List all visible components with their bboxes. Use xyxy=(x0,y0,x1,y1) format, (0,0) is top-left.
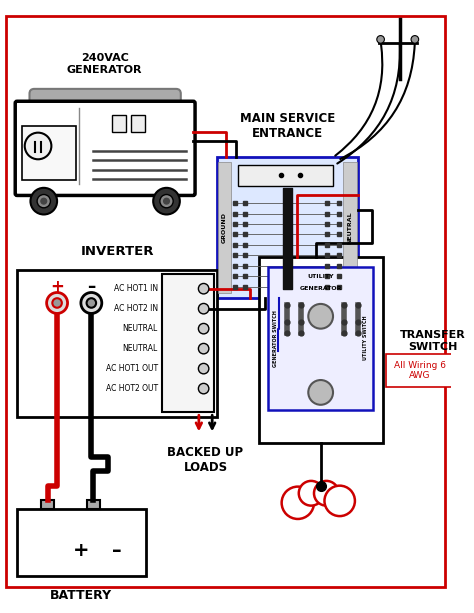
Circle shape xyxy=(37,194,50,208)
Circle shape xyxy=(199,303,209,314)
Circle shape xyxy=(46,292,68,313)
Text: BACKED UP
LOADS: BACKED UP LOADS xyxy=(167,446,244,474)
Circle shape xyxy=(377,36,384,43)
Circle shape xyxy=(164,198,169,204)
Circle shape xyxy=(41,198,46,204)
FancyBboxPatch shape xyxy=(6,15,445,587)
FancyBboxPatch shape xyxy=(15,101,195,196)
Circle shape xyxy=(199,364,209,374)
Text: BATTERY: BATTERY xyxy=(50,589,112,603)
FancyBboxPatch shape xyxy=(162,275,214,413)
Text: +: + xyxy=(50,278,64,296)
Circle shape xyxy=(199,283,209,294)
Circle shape xyxy=(160,194,173,208)
Circle shape xyxy=(325,485,355,516)
Text: GROUND: GROUND xyxy=(222,212,227,243)
Circle shape xyxy=(52,298,62,308)
FancyBboxPatch shape xyxy=(22,126,76,180)
Circle shape xyxy=(30,188,57,215)
Text: AC HOT1 IN: AC HOT1 IN xyxy=(114,284,158,293)
FancyBboxPatch shape xyxy=(17,509,146,576)
FancyBboxPatch shape xyxy=(217,158,358,298)
Text: GENERATOR: GENERATOR xyxy=(300,286,342,291)
Circle shape xyxy=(308,304,333,329)
FancyBboxPatch shape xyxy=(87,500,100,509)
Text: NEUTRAL: NEUTRAL xyxy=(123,344,158,353)
Text: +: + xyxy=(73,541,89,560)
Text: –: – xyxy=(112,541,122,560)
Circle shape xyxy=(411,36,419,43)
Text: UTILITY: UTILITY xyxy=(307,274,334,279)
Text: TRANSFER
SWITCH: TRANSFER SWITCH xyxy=(400,330,465,352)
Circle shape xyxy=(282,487,314,519)
Text: UTILITY SWITCH: UTILITY SWITCH xyxy=(363,316,368,360)
Text: 240VAC
GENERATOR: 240VAC GENERATOR xyxy=(67,53,142,75)
Text: All Wiring 6
AWG: All Wiring 6 AWG xyxy=(393,361,446,380)
Text: MAIN SERVICE
ENTRANCE: MAIN SERVICE ENTRANCE xyxy=(240,112,335,140)
FancyBboxPatch shape xyxy=(41,500,54,509)
Text: NEUTRAL: NEUTRAL xyxy=(123,324,158,333)
Circle shape xyxy=(87,298,96,308)
Text: AC HOT2 OUT: AC HOT2 OUT xyxy=(106,384,158,393)
FancyBboxPatch shape xyxy=(268,267,373,409)
FancyBboxPatch shape xyxy=(131,115,145,132)
Circle shape xyxy=(81,292,102,313)
Text: AC HOT2 IN: AC HOT2 IN xyxy=(114,304,158,313)
Circle shape xyxy=(153,188,180,215)
FancyBboxPatch shape xyxy=(238,165,333,186)
Circle shape xyxy=(25,132,51,159)
Text: AC HOT1 OUT: AC HOT1 OUT xyxy=(106,364,158,373)
FancyBboxPatch shape xyxy=(386,354,453,387)
Text: INVERTER: INVERTER xyxy=(80,245,154,258)
Circle shape xyxy=(314,481,339,506)
FancyBboxPatch shape xyxy=(17,270,217,417)
Circle shape xyxy=(199,324,209,334)
Text: NEUTRAL: NEUTRAL xyxy=(347,211,353,244)
FancyBboxPatch shape xyxy=(344,162,357,294)
Circle shape xyxy=(199,383,209,394)
FancyBboxPatch shape xyxy=(259,257,383,443)
Text: GENERATOR SWITCH: GENERATOR SWITCH xyxy=(273,310,278,367)
Circle shape xyxy=(299,481,324,506)
FancyBboxPatch shape xyxy=(29,89,181,125)
FancyBboxPatch shape xyxy=(218,162,231,294)
Text: –: – xyxy=(87,278,95,296)
Circle shape xyxy=(199,343,209,354)
Circle shape xyxy=(308,380,333,405)
FancyBboxPatch shape xyxy=(112,115,126,132)
